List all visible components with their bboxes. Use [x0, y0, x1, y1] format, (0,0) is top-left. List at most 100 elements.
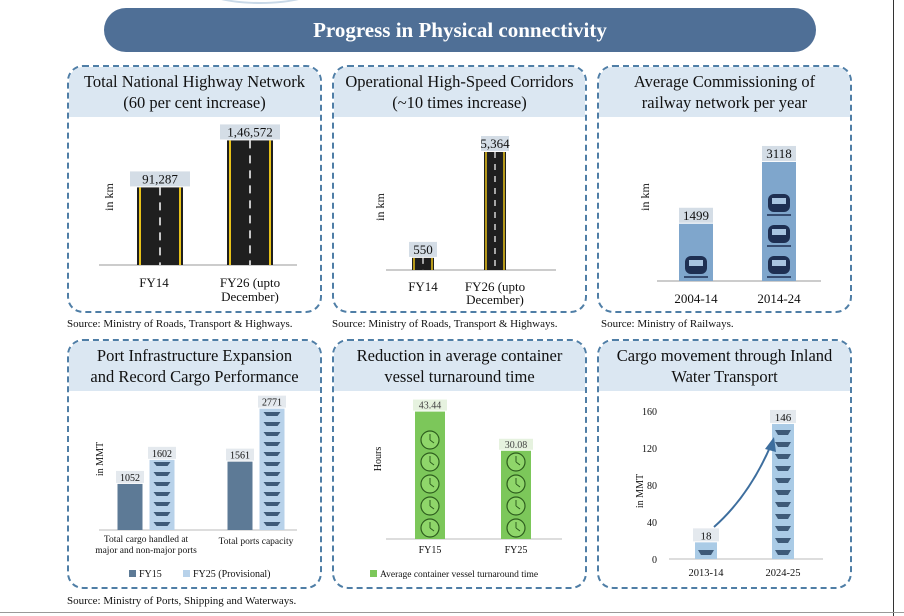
train-window [689, 260, 703, 266]
source-note: Source: Ministry of Roads, Transport & H… [332, 318, 558, 330]
y-axis-label: Hours [373, 447, 384, 472]
value-label-bg [409, 241, 437, 257]
legend-swatch [370, 570, 377, 577]
clock-hand [515, 461, 521, 466]
value-label-bg [258, 395, 286, 408]
boat-icon [775, 526, 791, 531]
ship-icon [263, 512, 281, 516]
y-tick-label: 40 [647, 518, 657, 529]
category-label: 2013-14 [689, 568, 725, 579]
y-tick-label: 80 [647, 481, 657, 492]
y-tick-label: 160 [642, 407, 657, 418]
ship-icon [153, 502, 171, 506]
category-label: Total cargo handled at [104, 535, 189, 545]
clock-hand [429, 461, 435, 466]
bar-fy25-provisional- [259, 408, 285, 530]
ship-icon [263, 452, 281, 456]
ship-icon [263, 472, 281, 476]
value-label: 146 [775, 412, 792, 424]
value-label: 18 [701, 530, 713, 542]
trend-arrow-head [765, 437, 776, 452]
ship-icon [263, 412, 281, 416]
ship-icon [153, 462, 171, 466]
value-label-bg [770, 409, 796, 423]
value-label: 1,46,572 [227, 124, 273, 139]
source-note: Source: Ministry of Ports, Shipping and … [67, 595, 297, 607]
value-label-bg [116, 470, 144, 483]
boat-icon [775, 502, 791, 507]
panel-railway-commissioning: Average Commissioning of railway network… [597, 65, 852, 313]
value-label: 1561 [230, 451, 250, 462]
y-axis-label: in MMT [95, 442, 106, 476]
boat-icon [775, 538, 791, 543]
value-label-bg [693, 528, 719, 542]
source-note: Source: Ministry of Roads, Transport & H… [67, 318, 293, 330]
value-label-bg [226, 448, 254, 461]
ship-icon [263, 422, 281, 426]
boat-icon [775, 442, 791, 447]
category-label: FY14 [139, 275, 169, 290]
value-label: 5,364 [480, 136, 510, 151]
ship-icon [153, 472, 171, 476]
y-axis-label: in km [638, 183, 652, 211]
boat-icon [775, 466, 791, 471]
category-label: 2004-14 [674, 291, 718, 306]
value-label: 550 [413, 242, 433, 257]
value-label-bg [762, 145, 796, 161]
category-label: 2024-25 [766, 568, 801, 579]
bar-road [412, 257, 434, 270]
ship-icon [153, 492, 171, 496]
boat-icon [775, 478, 791, 483]
legend-label: FY25 (Provisional) [193, 569, 271, 580]
ship-icon [263, 482, 281, 486]
legend-label: Average container vessel turnaround time [380, 570, 538, 580]
page-edge-line [893, 0, 894, 616]
boat-icon [775, 490, 791, 495]
value-label-bg [481, 135, 509, 151]
legend-swatch-fy25 [183, 570, 190, 577]
y-tick-label: 120 [642, 444, 657, 455]
category-label: FY14 [408, 279, 438, 294]
ship-icon [153, 482, 171, 486]
panel-title: Port Infrastructure Expansion and Record… [69, 341, 320, 391]
clock-hand [515, 505, 521, 510]
panel-highway-network: Total National Highway Network (60 per c… [67, 65, 322, 313]
value-label-bg [499, 438, 533, 450]
panel-port-infrastructure: Port Infrastructure Expansion and Record… [67, 339, 322, 589]
page-bottom-line [0, 612, 904, 613]
y-tick-label: 0 [652, 555, 657, 566]
category-label: December) [466, 292, 524, 307]
ship-icon [153, 512, 171, 516]
highway-chart: in km 91,287 1,46,572 FY14 FY26 (uptoDecembe… [99, 124, 297, 304]
banner-title: Progress in Physical connectivity [313, 17, 607, 42]
trend-arrow [713, 444, 772, 528]
turnaround-chart: Hours 43.44 30.08 FY15 FY25 Average container… [370, 399, 562, 580]
clock-hand [429, 527, 435, 532]
ship-icon [263, 462, 281, 466]
clock-hand [515, 483, 521, 488]
category-label: FY15 [419, 545, 442, 556]
value-label: 30.08 [505, 440, 528, 451]
panel-turnaround-time: Reduction in average container vessel tu… [332, 339, 587, 589]
panel-title: Average Commissioning of railway network… [599, 67, 850, 117]
category-label: FY26 (upto [465, 279, 525, 294]
railway-chart: in km 1499 3118 2004-14 2014-24 [638, 145, 821, 306]
bar-fy15 [117, 483, 143, 530]
ship-icon [263, 502, 281, 506]
boat-icon [698, 550, 714, 555]
category-label: major and non-major ports [95, 546, 197, 556]
clock-hand [429, 505, 435, 510]
value-label: 3118 [766, 146, 792, 161]
train-window [772, 260, 786, 266]
value-label: 1602 [152, 449, 172, 460]
y-axis-label: in km [373, 193, 387, 221]
value-label-bg [220, 124, 280, 140]
value-label: 1499 [683, 208, 709, 223]
train-window [772, 198, 786, 204]
panel-title: Total National Highway Network (60 per c… [69, 67, 320, 117]
category-label: Total ports capacity [219, 537, 294, 547]
ship-icon [263, 432, 281, 436]
category-label: 2014-24 [757, 291, 801, 306]
bar-fy15 [227, 461, 253, 530]
value-label: 91,287 [142, 171, 178, 186]
